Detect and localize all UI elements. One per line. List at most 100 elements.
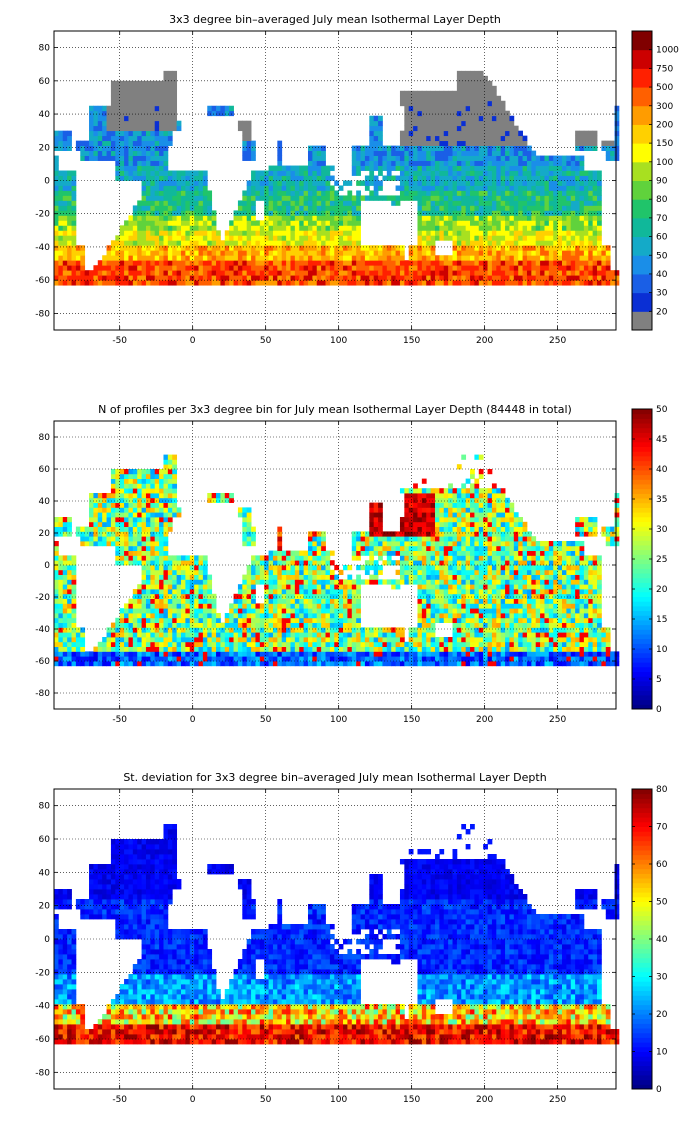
data-cell bbox=[452, 240, 458, 246]
data-cell bbox=[434, 220, 440, 226]
data-cell bbox=[102, 130, 107, 137]
data-cell bbox=[220, 265, 226, 271]
data-cell bbox=[242, 651, 248, 657]
data-cell bbox=[233, 250, 239, 256]
data-cell bbox=[237, 240, 243, 246]
data-cell bbox=[167, 255, 173, 261]
data-cell bbox=[382, 275, 388, 281]
data-cell bbox=[207, 205, 213, 211]
data-cell bbox=[364, 656, 370, 662]
y-tick-label: 60 bbox=[39, 77, 51, 87]
data-cell bbox=[443, 661, 449, 667]
data-cell bbox=[500, 240, 506, 246]
data-cell bbox=[58, 185, 64, 191]
data-cell bbox=[172, 100, 178, 107]
data-cell bbox=[145, 210, 151, 216]
data-cell bbox=[159, 160, 164, 166]
data-cell bbox=[119, 95, 125, 102]
data-cell bbox=[553, 180, 559, 186]
data-cell bbox=[110, 120, 116, 127]
data-cell bbox=[575, 617, 580, 623]
data-cell bbox=[461, 265, 467, 271]
data-cell bbox=[224, 646, 230, 652]
data-cell bbox=[364, 270, 370, 276]
data-cell bbox=[71, 608, 77, 614]
data-cell bbox=[478, 145, 484, 151]
data-cell bbox=[434, 95, 440, 102]
data-cell bbox=[286, 230, 291, 236]
data-cell bbox=[351, 641, 357, 647]
data-cell bbox=[159, 175, 164, 181]
data-cell bbox=[579, 235, 585, 241]
data-cell bbox=[540, 608, 545, 614]
data-cell bbox=[500, 245, 506, 251]
data-cell bbox=[456, 235, 462, 241]
data-cell bbox=[548, 240, 554, 246]
data-cell bbox=[548, 651, 554, 657]
data-cell bbox=[172, 175, 178, 181]
data-cell bbox=[71, 641, 77, 647]
data-cell bbox=[124, 135, 129, 142]
data-cell bbox=[583, 255, 589, 261]
data-cell bbox=[426, 220, 432, 226]
data-cell bbox=[360, 275, 366, 281]
data-cell bbox=[321, 613, 326, 619]
data-cell bbox=[601, 250, 607, 256]
data-cell bbox=[185, 603, 191, 609]
data-cell bbox=[163, 637, 169, 643]
data-cell bbox=[439, 145, 445, 151]
data-cell bbox=[417, 617, 423, 623]
data-cell bbox=[128, 245, 134, 251]
data-cell bbox=[583, 145, 589, 151]
data-cell bbox=[526, 195, 532, 201]
data-cell bbox=[448, 115, 453, 122]
data-cell bbox=[167, 240, 173, 246]
data-cell bbox=[421, 140, 427, 147]
data-cell bbox=[373, 190, 379, 196]
data-cell bbox=[465, 155, 471, 161]
data-cell bbox=[491, 95, 497, 102]
data-cell bbox=[277, 205, 283, 211]
data-cell bbox=[316, 275, 322, 281]
data-cell bbox=[483, 627, 488, 633]
data-cell bbox=[176, 622, 182, 628]
data-cell bbox=[456, 125, 462, 132]
data-cell bbox=[154, 95, 160, 102]
data-cell bbox=[378, 185, 383, 191]
data-cell bbox=[75, 255, 81, 261]
data-cell bbox=[119, 646, 125, 652]
data-cell bbox=[93, 646, 99, 652]
data-cell bbox=[526, 608, 532, 614]
data-cell bbox=[54, 130, 59, 137]
data-cell bbox=[194, 632, 199, 638]
data-cell bbox=[439, 125, 445, 132]
data-cell bbox=[176, 240, 182, 246]
data-cell bbox=[294, 165, 300, 171]
data-cell bbox=[500, 641, 506, 647]
data-cell bbox=[439, 215, 445, 221]
data-cell bbox=[561, 260, 567, 266]
data-cell bbox=[185, 210, 191, 216]
data-cell bbox=[128, 160, 134, 166]
x-tick-label: -50 bbox=[112, 336, 127, 346]
data-cell bbox=[588, 661, 594, 667]
data-cell bbox=[67, 661, 72, 667]
data-cell bbox=[465, 195, 471, 201]
data-cell bbox=[478, 175, 484, 181]
data-cell bbox=[474, 240, 480, 246]
data-cell bbox=[233, 220, 239, 226]
data-cell bbox=[286, 225, 291, 231]
data-cell bbox=[207, 210, 213, 216]
data-cell bbox=[172, 205, 178, 211]
data-cell bbox=[505, 125, 510, 132]
data-cell bbox=[583, 215, 589, 221]
data-cell bbox=[448, 656, 453, 662]
data-cell bbox=[71, 275, 77, 281]
data-cell bbox=[237, 275, 243, 281]
data-cell bbox=[474, 115, 480, 122]
data-cell bbox=[268, 637, 274, 643]
data-cell bbox=[106, 275, 112, 281]
data-cell bbox=[141, 145, 147, 151]
data-cell bbox=[509, 235, 515, 241]
data-cell bbox=[491, 220, 497, 226]
